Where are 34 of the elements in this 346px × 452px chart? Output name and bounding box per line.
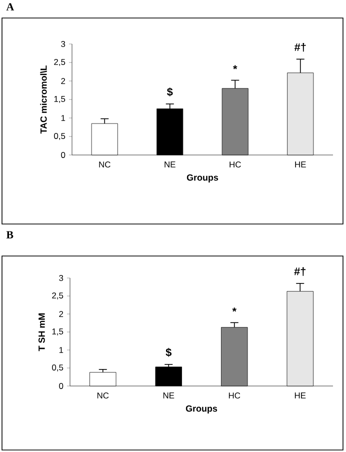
y-tick-label: 0,5	[52, 364, 64, 372]
chart-title: A	[6, 3, 14, 10]
y-tick-label: 1,5	[52, 328, 64, 336]
y-tick-label: 1	[61, 115, 66, 121]
x-tick-label: NE	[163, 392, 174, 398]
y-tick-label: 3	[59, 275, 64, 281]
chart-title: B	[6, 231, 14, 238]
x-axis-title: Groups	[186, 405, 218, 414]
annotation: *	[232, 308, 236, 312]
y-tick-label: 1,5	[54, 96, 66, 103]
y-tick-label: 0,5	[54, 133, 66, 140]
x-tick-label: HE	[295, 162, 306, 168]
y-tick-label: 1	[59, 347, 64, 353]
x-tick-label: NC	[97, 392, 109, 399]
annotation: #†	[294, 267, 306, 276]
x-tick-label: HC	[230, 162, 241, 168]
y-tick-label: 0	[61, 152, 66, 158]
y-tick-label: 2	[59, 311, 64, 317]
y-tick-label: 0	[59, 383, 64, 389]
x-tick-label: HC	[228, 392, 240, 399]
annotation: $	[166, 87, 173, 96]
y-axis-title: T SH mM	[38, 313, 45, 352]
annotation: #†	[294, 42, 306, 52]
x-axis-title: Groups	[186, 174, 218, 182]
y-axis-title: TAC micromol\L	[40, 65, 47, 134]
x-tick-label: HE	[294, 392, 306, 398]
y-tick-label: 2,5	[52, 292, 64, 300]
annotation: *	[233, 65, 238, 70]
y-tick-label: 2,5	[54, 59, 66, 66]
x-tick-label: NC	[99, 162, 110, 168]
y-tick-label: 2	[61, 78, 66, 84]
y-tick-label: 3	[61, 41, 66, 47]
annotation: $	[166, 348, 172, 357]
x-tick-label: NE	[164, 162, 176, 168]
